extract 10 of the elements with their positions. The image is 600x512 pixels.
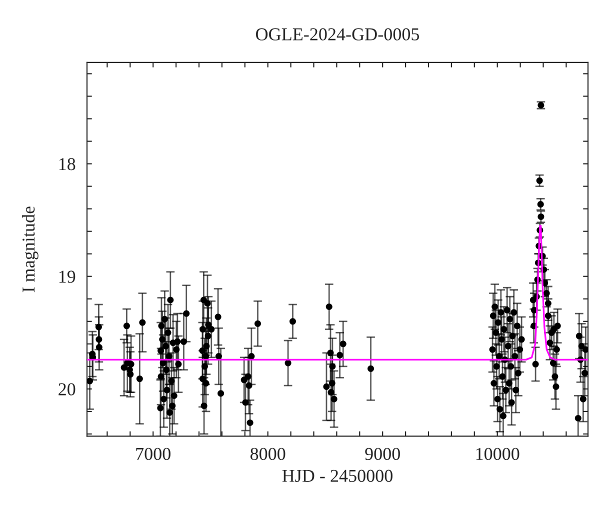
x-axis-title: HJD - 2450000 (282, 470, 392, 482)
x-tick-label: 7000 (136, 448, 170, 460)
chart-title: OGLE-2024-GD-0005 (256, 28, 420, 40)
x-tick-label: 9000 (365, 448, 400, 460)
y-tick-label: 18 (59, 158, 76, 170)
y-axis-title: I magnitude (22, 206, 38, 292)
y-tick-label: 19 (59, 270, 76, 283)
x-tick-label: 8000 (250, 448, 286, 460)
x-tick-label: 10000 (476, 448, 520, 460)
y-tick-label: 20 (58, 383, 76, 396)
